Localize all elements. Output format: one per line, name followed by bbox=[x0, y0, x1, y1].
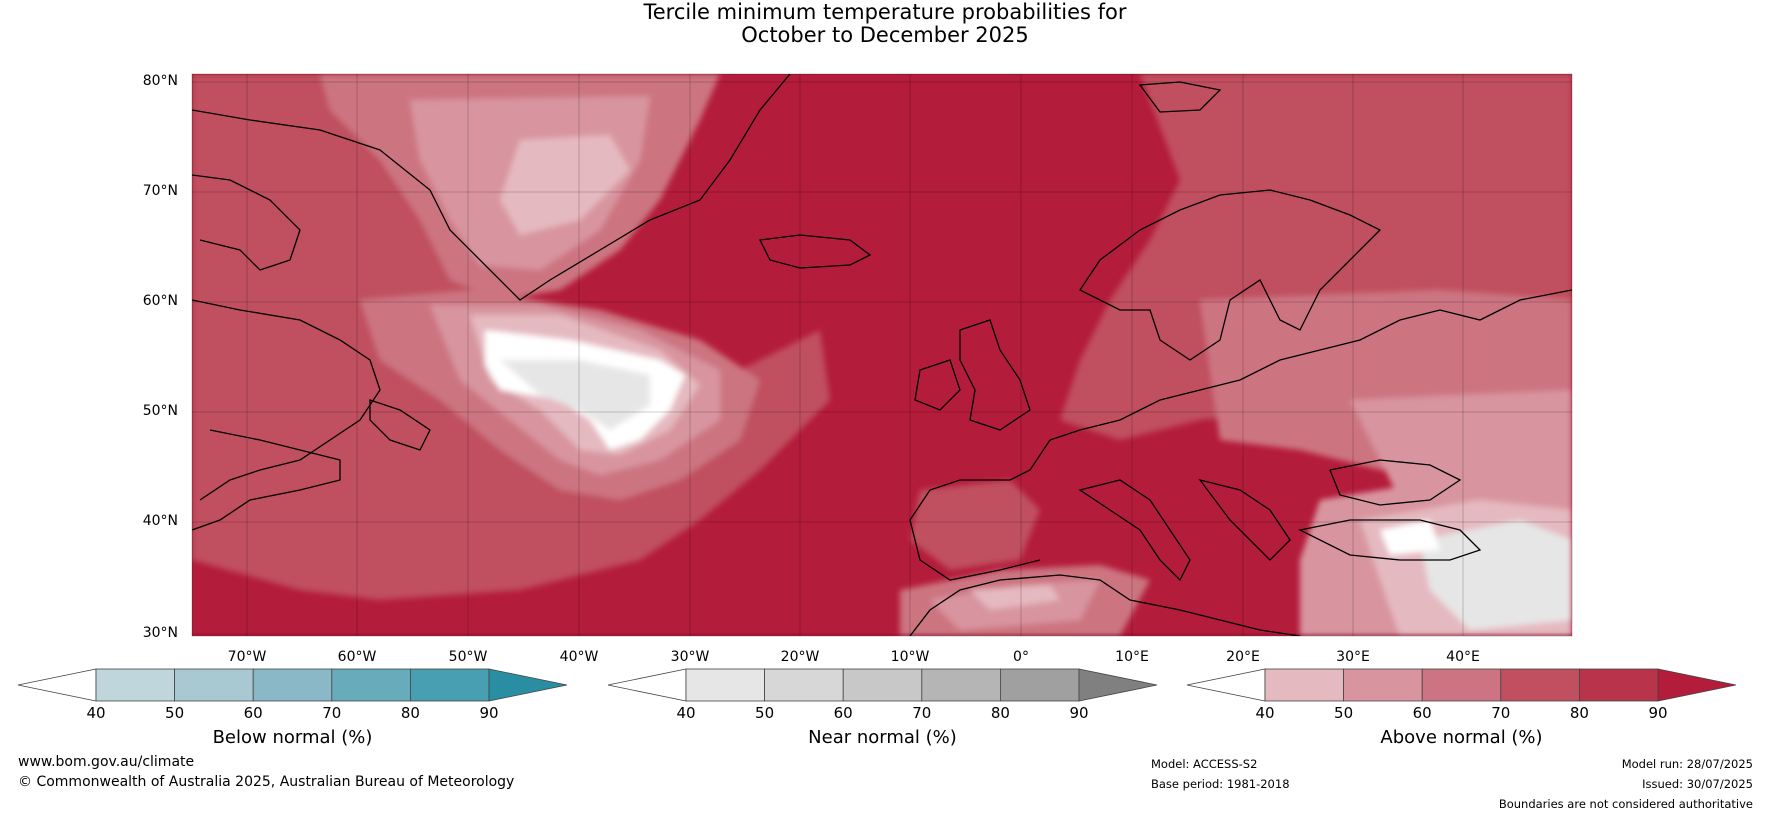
colorbar-tick-label: 90 bbox=[479, 704, 499, 722]
colorbar-tick-label: 70 bbox=[1491, 704, 1511, 722]
chart-title-line2: October to December 2025 bbox=[741, 23, 1029, 47]
map-frame bbox=[191, 73, 1573, 637]
colorbar-segment bbox=[174, 668, 254, 702]
colorbar-tick-label: 50 bbox=[755, 704, 775, 722]
lon-label: 10°E bbox=[1115, 649, 1149, 665]
colorbar-tick-label: 60 bbox=[243, 704, 263, 722]
lon-label: 20°E bbox=[1226, 649, 1260, 665]
lon-label: 20°W bbox=[780, 649, 820, 665]
colorbar-label: Below normal (%) bbox=[212, 727, 373, 748]
colorbar-extend-low bbox=[17, 668, 97, 702]
lat-label: 40°N bbox=[142, 513, 178, 529]
colorbar-segment bbox=[685, 668, 765, 702]
colorbar-tick-label: 40 bbox=[1255, 704, 1275, 722]
colorbar-segment bbox=[1421, 668, 1502, 702]
lat-label: 30°N bbox=[142, 625, 178, 641]
colorbar-tick-label: 40 bbox=[676, 704, 696, 722]
colorbar-segment bbox=[331, 668, 411, 702]
lon-label: 40°E bbox=[1446, 649, 1480, 665]
lon-label: 60°W bbox=[337, 649, 377, 665]
colorbar-segment bbox=[409, 668, 490, 702]
colorbar-tick-label: 90 bbox=[1069, 704, 1089, 722]
region-greenland-core bbox=[500, 135, 630, 235]
colorbar-segment bbox=[1264, 668, 1344, 702]
colorbar-segment bbox=[842, 668, 923, 702]
lon-label: 30°W bbox=[670, 649, 710, 665]
colorbar-segment bbox=[1343, 668, 1423, 702]
colorbar-label: Near normal (%) bbox=[808, 727, 957, 748]
model-run-text: Model run: 28/07/2025 bbox=[1621, 757, 1753, 771]
colorbar-extend-low bbox=[1186, 668, 1266, 702]
website-link[interactable]: www.bom.gov.au/climate bbox=[18, 754, 195, 770]
colorbar-segment bbox=[1000, 668, 1080, 702]
lon-label: 70°W bbox=[227, 649, 267, 665]
colorbar-tick-label: 80 bbox=[400, 704, 420, 722]
region-middle-east-white bbox=[1380, 520, 1440, 555]
copyright-text: © Commonwealth of Australia 2025, Austra… bbox=[18, 774, 515, 790]
coastlines bbox=[192, 74, 1572, 636]
lon-label: 40°W bbox=[559, 649, 599, 665]
lat-label: 80°N bbox=[142, 73, 178, 89]
region-middle-east-near-normal bbox=[1420, 520, 1572, 630]
colorbar-extend-high bbox=[1657, 668, 1737, 702]
disclaimer-text: Boundaries are not considered authoritat… bbox=[1498, 797, 1753, 811]
colorbar-segment bbox=[95, 668, 175, 702]
base-period-text: Base period: 1981-2018 bbox=[1151, 777, 1290, 791]
colorbar-tick-label: 60 bbox=[833, 704, 853, 722]
lat-label: 70°N bbox=[142, 183, 178, 199]
model-text: Model: ACCESS-S2 bbox=[1151, 757, 1258, 771]
colorbar-label: Above normal (%) bbox=[1380, 727, 1543, 748]
lon-label: 30°E bbox=[1336, 649, 1370, 665]
colorbar-tick-label: 50 bbox=[1334, 704, 1354, 722]
lon-label: 10°W bbox=[890, 649, 930, 665]
region-iberia bbox=[910, 480, 1040, 570]
graticule bbox=[192, 74, 1572, 636]
colorbar-tick-label: 90 bbox=[1648, 704, 1668, 722]
colorbar-extend-high bbox=[488, 668, 568, 702]
colorbar-tick-label: 80 bbox=[990, 704, 1010, 722]
region-canada bbox=[192, 160, 360, 360]
chart-title-line1: Tercile minimum temperature probabilitie… bbox=[643, 0, 1127, 24]
colorbar-tick-label: 60 bbox=[1412, 704, 1432, 722]
colorbar-tick-label: 70 bbox=[912, 704, 932, 722]
colorbar-segment bbox=[1579, 668, 1659, 702]
colorbar-extend-high bbox=[1078, 668, 1158, 702]
colorbars bbox=[17, 668, 1737, 702]
region-north-africa-core bbox=[970, 585, 1060, 610]
colorbar-tick-label: 80 bbox=[1569, 704, 1589, 722]
colorbar-segment bbox=[1500, 668, 1580, 702]
lon-label: 50°W bbox=[448, 649, 488, 665]
colorbar-extend-low bbox=[607, 668, 687, 702]
issued-text: Issued: 30/07/2025 bbox=[1642, 777, 1753, 791]
colorbar-tick-label: 70 bbox=[322, 704, 342, 722]
lat-label: 50°N bbox=[142, 403, 178, 419]
lat-label: 60°N bbox=[142, 293, 178, 309]
colorbar-segment bbox=[252, 668, 333, 702]
lon-label: 0° bbox=[1013, 649, 1029, 665]
colorbar-segment bbox=[921, 668, 1001, 702]
colorbar-tick-label: 50 bbox=[165, 704, 185, 722]
colorbar-segment bbox=[764, 668, 844, 702]
colorbar-tick-label: 40 bbox=[86, 704, 106, 722]
region-labrador-near-normal bbox=[500, 360, 650, 430]
